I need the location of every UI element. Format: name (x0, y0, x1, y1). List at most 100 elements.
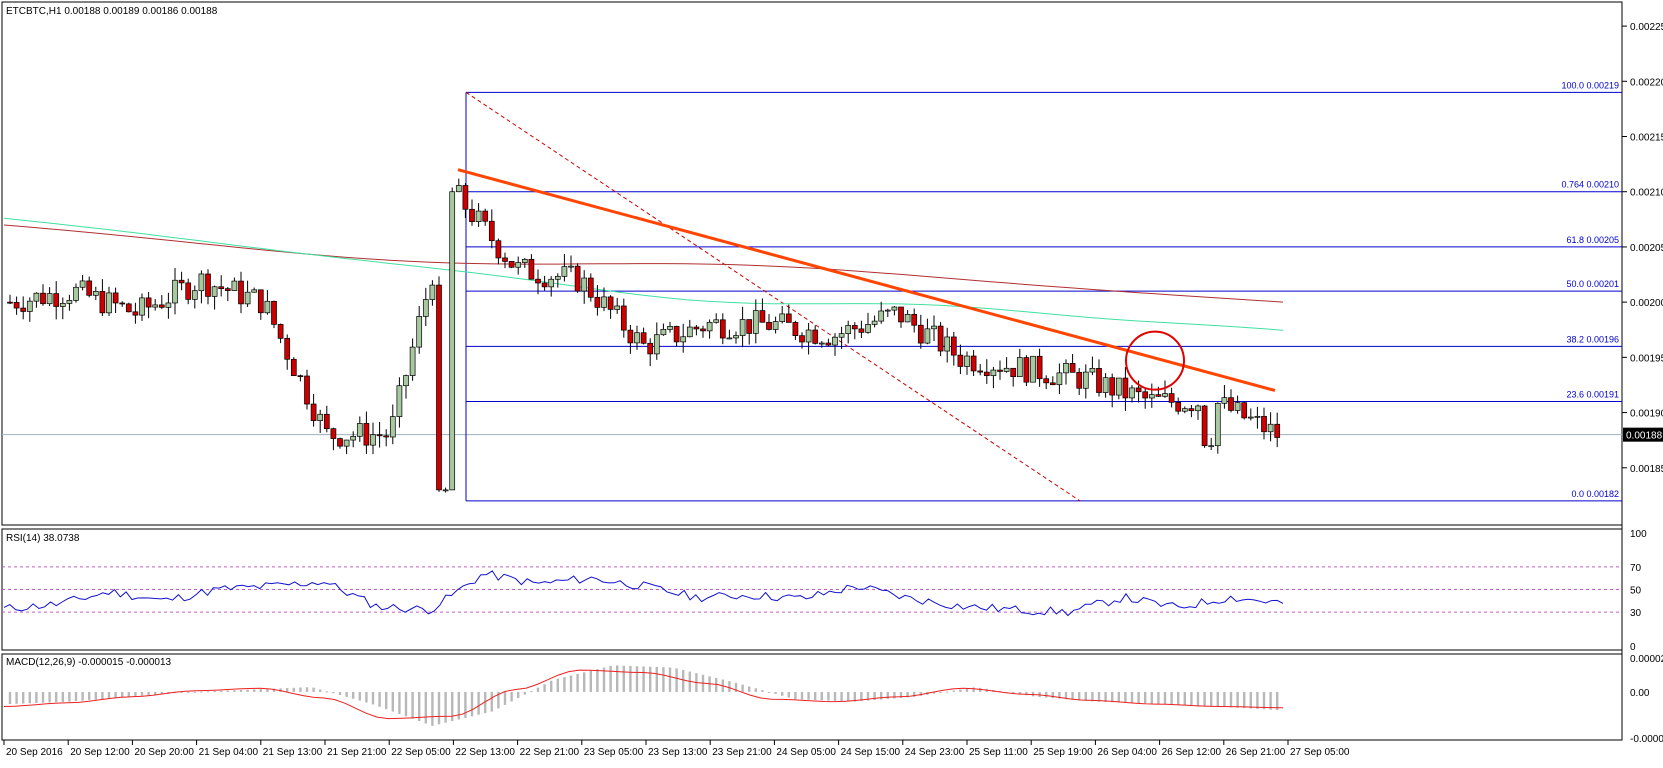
bear-candle (376, 434, 383, 437)
bear-candle (957, 354, 964, 367)
bear-candle (86, 280, 93, 296)
fib-level-label: 0.0 0.00182 (1571, 489, 1619, 499)
bull-candle (33, 292, 40, 302)
bear-candle (290, 358, 297, 377)
bull-candle (568, 265, 574, 268)
bull-candle (660, 329, 667, 336)
macd-histogram-bar (1124, 691, 1127, 703)
bear-candle (785, 313, 792, 323)
bear-candle (825, 342, 832, 346)
macd-histogram-bar (1084, 691, 1087, 701)
bear-candle (627, 329, 634, 344)
time-axis-label: 20 Sep 2016 (6, 747, 63, 758)
fib-level-label: 23.6 0.00191 (1566, 390, 1619, 400)
macd-histogram-bar (55, 691, 58, 703)
price-tick-label: 0.00220 (1630, 77, 1663, 88)
bear-candle (1155, 394, 1162, 397)
bull-candle (416, 316, 423, 348)
macd-histogram-bar (913, 691, 916, 697)
rsi-tick-label: 30 (1630, 608, 1642, 619)
bear-candle (158, 304, 165, 308)
bear-candle (1142, 391, 1149, 399)
fib-level-label: 0.764 0.00210 (1561, 180, 1619, 190)
macd-histogram-bar (715, 677, 718, 692)
price-tick-label: 0.00190 (1630, 409, 1663, 420)
bull-candle (904, 313, 911, 323)
time-axis-label: 23 Sep 05:00 (584, 747, 644, 758)
bear-candle (970, 355, 977, 372)
bull-candle (739, 319, 746, 336)
macd-histogram-bar (160, 691, 163, 695)
bull-candle (139, 297, 145, 316)
macd-histogram-bar (814, 691, 817, 701)
macd-histogram-bar (503, 691, 507, 705)
bear-candle (1010, 367, 1017, 378)
macd-histogram-bar (154, 691, 157, 695)
bull-candle (356, 423, 363, 437)
bear-candle (898, 306, 904, 323)
bull-candle (343, 439, 350, 447)
macd-histogram-bar (134, 691, 137, 697)
bull-candle (46, 293, 53, 305)
macd-histogram-bar (754, 688, 757, 692)
macd-histogram-bar (1216, 691, 1219, 707)
bear-candle (125, 303, 132, 313)
fib-diagonal-line (465, 91, 1081, 502)
bear-candle (587, 277, 594, 298)
macd-histogram-bar (1196, 691, 1200, 706)
macd-histogram-bar (1223, 691, 1226, 707)
macd-histogram-bar (358, 691, 361, 701)
macd-pane[interactable] (1, 653, 1623, 741)
bull-candle (931, 325, 937, 330)
macd-histogram-bar (48, 691, 51, 703)
macd-histogram-bar (345, 691, 348, 697)
macd-histogram-bar (853, 691, 856, 702)
macd-histogram-bar (807, 691, 810, 700)
macd-histogram-bar (1229, 691, 1233, 708)
bull-candle (1089, 368, 1096, 373)
rsi-label: RSI(14) 38.0738 (6, 533, 80, 544)
bull-candle (1254, 415, 1261, 418)
price-tick-label: 0.00195 (1630, 353, 1663, 364)
macd-histogram-bar (1177, 691, 1180, 705)
bear-candle (693, 326, 700, 330)
fib-level-label: 61.8 0.00205 (1566, 235, 1619, 245)
macd-histogram-bar (959, 689, 962, 692)
bull-candle (165, 302, 172, 308)
macd-histogram-bar (180, 691, 183, 693)
price-tick-label: 0.00225 (1630, 22, 1663, 33)
time-axis-label: 24 Sep 05:00 (776, 747, 836, 758)
macd-histogram-bar (239, 689, 243, 692)
bull-candle (680, 336, 687, 343)
bear-candle (1168, 393, 1175, 403)
macd-histogram-bar (266, 688, 269, 692)
bear-candle (205, 273, 211, 297)
bear-candle (647, 342, 654, 355)
bear-candle (759, 310, 766, 323)
bear-candle (937, 325, 944, 352)
bull-candle (653, 334, 660, 355)
macd-histogram-bar (94, 691, 97, 700)
macd-histogram-bar (312, 687, 315, 692)
bull-candle (871, 320, 878, 325)
macd-histogram-bar (259, 689, 262, 692)
bear-candle (436, 284, 442, 491)
macd-histogram-bar (484, 691, 487, 714)
macd-histogram-bar (305, 687, 309, 692)
bull-candle (634, 332, 640, 344)
bull-candle (1082, 371, 1089, 389)
bear-candle (607, 296, 614, 310)
bull-candle (713, 319, 720, 323)
bull-candle (198, 273, 205, 292)
bull-candle (990, 369, 997, 377)
bear-candle (594, 296, 601, 308)
rsi-tick-label: 100 (1630, 529, 1647, 540)
time-axis-label: 21 Sep 13:00 (263, 747, 323, 758)
bear-candle (528, 259, 535, 280)
bear-candle (323, 413, 330, 430)
bear-candle (337, 438, 343, 447)
main-price-pane[interactable] (1, 1, 1623, 526)
bull-candle (244, 291, 251, 305)
